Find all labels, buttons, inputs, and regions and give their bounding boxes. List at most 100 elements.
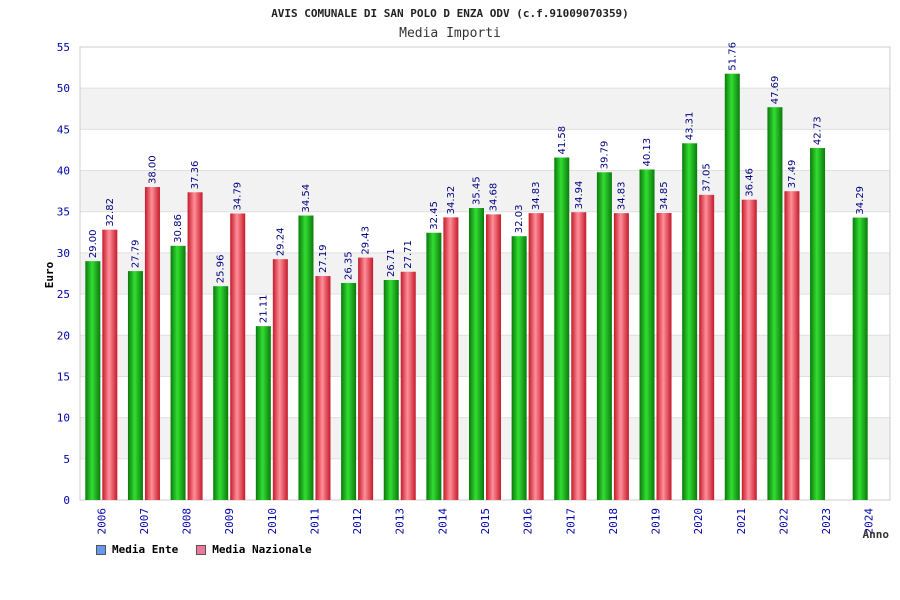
bar-value-label: 34.83	[531, 181, 542, 210]
bar-value-label: 29.43	[361, 226, 372, 255]
bar-value-label: 29.24	[275, 228, 286, 257]
bar-value-label: 34.83	[616, 181, 627, 210]
bar-value-label: 34.85	[659, 181, 670, 210]
bar-value-label: 26.35	[344, 251, 355, 280]
x-tick-label: 2006	[95, 508, 108, 535]
bar	[144, 187, 160, 500]
y-axis: 0 5 10 15 20 25 30 35 40 45 50 55	[57, 41, 70, 507]
legend-item-media-nazionale: Media Nazionale	[196, 543, 312, 556]
bar-value-label: 37.36	[190, 161, 201, 190]
bar-value-label: 35.45	[472, 176, 483, 205]
bar	[358, 257, 374, 500]
legend-label-media-nazionale: Media Nazionale	[212, 543, 312, 556]
bar-value-label: 47.69	[770, 76, 781, 105]
bars: 29.00 32.82 27.79 38.00 30.86 37.36 25.96 34.79…	[85, 42, 868, 501]
bar	[810, 148, 826, 500]
bar-value-label: 27.79	[130, 239, 141, 268]
legend-label-media-ente: Media Ente	[112, 543, 179, 556]
bar-value-label: 34.32	[446, 186, 457, 215]
y-tick-label: 20	[57, 329, 70, 342]
x-tick-label: 2007	[138, 508, 151, 535]
legend-item-media-ente: Media Ente	[96, 543, 178, 556]
bar	[187, 192, 203, 500]
bar	[741, 199, 757, 500]
x-tick-label: 2021	[735, 508, 748, 535]
chart-title: AVIS COMUNALE DI SAN POLO D ENZA ODV (c.…	[271, 7, 629, 20]
bar	[767, 107, 783, 500]
bar-value-label: 40.13	[642, 138, 653, 167]
bar-value-label: 42.73	[813, 116, 824, 145]
bar	[102, 229, 118, 500]
grid-band	[80, 88, 890, 130]
bar	[571, 212, 587, 501]
y-tick-label: 35	[57, 206, 70, 219]
bar	[272, 259, 288, 500]
bar	[528, 213, 544, 501]
legend-swatch-media-nazionale	[196, 544, 207, 555]
bar-value-label: 27.19	[318, 244, 329, 273]
y-tick-label: 15	[57, 370, 70, 383]
bar	[656, 212, 672, 501]
y-tick-label: 0	[63, 494, 70, 507]
y-tick-label: 50	[57, 82, 70, 95]
bar	[682, 143, 698, 501]
bar-value-label: 34.79	[233, 182, 244, 211]
y-tick-label: 55	[57, 41, 70, 54]
bar	[341, 282, 357, 500]
x-tick-label: 2018	[607, 508, 620, 535]
x-tick-label: 2014	[436, 508, 449, 535]
bar	[213, 286, 229, 500]
legend-swatch-media-ente	[96, 544, 106, 555]
bar	[469, 208, 484, 500]
bar-value-label: 51.76	[727, 42, 738, 71]
bar	[383, 280, 399, 500]
bar-value-label: 41.58	[557, 126, 568, 155]
bar	[596, 172, 612, 500]
bar	[613, 213, 629, 501]
x-tick-label: 2016	[522, 508, 535, 535]
x-tick-label: 2011	[308, 508, 321, 535]
x-tick-label: 2020	[692, 508, 705, 535]
bar	[85, 261, 101, 500]
x-tick-label: 2017	[564, 508, 577, 535]
x-axis: 2006 2007 2008 2009 2010 2011 2012 2013 2014 2015…	[95, 508, 875, 535]
x-tick-label: 2010	[266, 508, 279, 535]
legend: Media Ente Media Nazionale	[96, 543, 312, 556]
x-tick-label: 2024	[863, 508, 876, 535]
x-axis-label: Anno	[863, 528, 890, 541]
y-tick-label: 25	[57, 288, 70, 301]
x-tick-label: 2015	[479, 508, 492, 535]
bar-value-label: 27.71	[403, 240, 414, 269]
bar	[852, 217, 868, 501]
x-tick-label: 2013	[394, 508, 407, 535]
y-axis-label: Euro	[43, 261, 56, 288]
bar-value-label: 32.03	[514, 205, 525, 234]
bar	[400, 271, 416, 500]
x-tick-label: 2009	[223, 508, 236, 535]
bar-value-label: 29.00	[88, 230, 99, 259]
bar-value-label: 30.86	[173, 214, 184, 243]
bar-value-label: 34.68	[489, 183, 500, 212]
bar	[724, 73, 740, 500]
y-tick-label: 40	[57, 165, 70, 178]
y-tick-label: 45	[57, 123, 70, 136]
bar	[230, 213, 246, 500]
x-tick-label: 2008	[181, 508, 194, 535]
bar	[298, 215, 314, 501]
bar	[255, 326, 271, 500]
bar-value-label: 25.96	[216, 255, 227, 284]
bar	[639, 169, 655, 500]
bar-value-label: 37.05	[702, 163, 713, 192]
x-tick-label: 2022	[777, 508, 790, 535]
bar-value-label: 37.49	[787, 160, 798, 189]
bar	[127, 271, 143, 500]
bar-value-label: 32.82	[105, 198, 116, 227]
bar-value-label: 34.29	[855, 186, 866, 215]
bar	[699, 194, 715, 501]
bar	[511, 236, 527, 500]
y-tick-label: 10	[57, 412, 70, 425]
y-tick-label: 30	[57, 247, 70, 260]
bar	[315, 276, 331, 500]
y-tick-label: 5	[63, 453, 70, 466]
